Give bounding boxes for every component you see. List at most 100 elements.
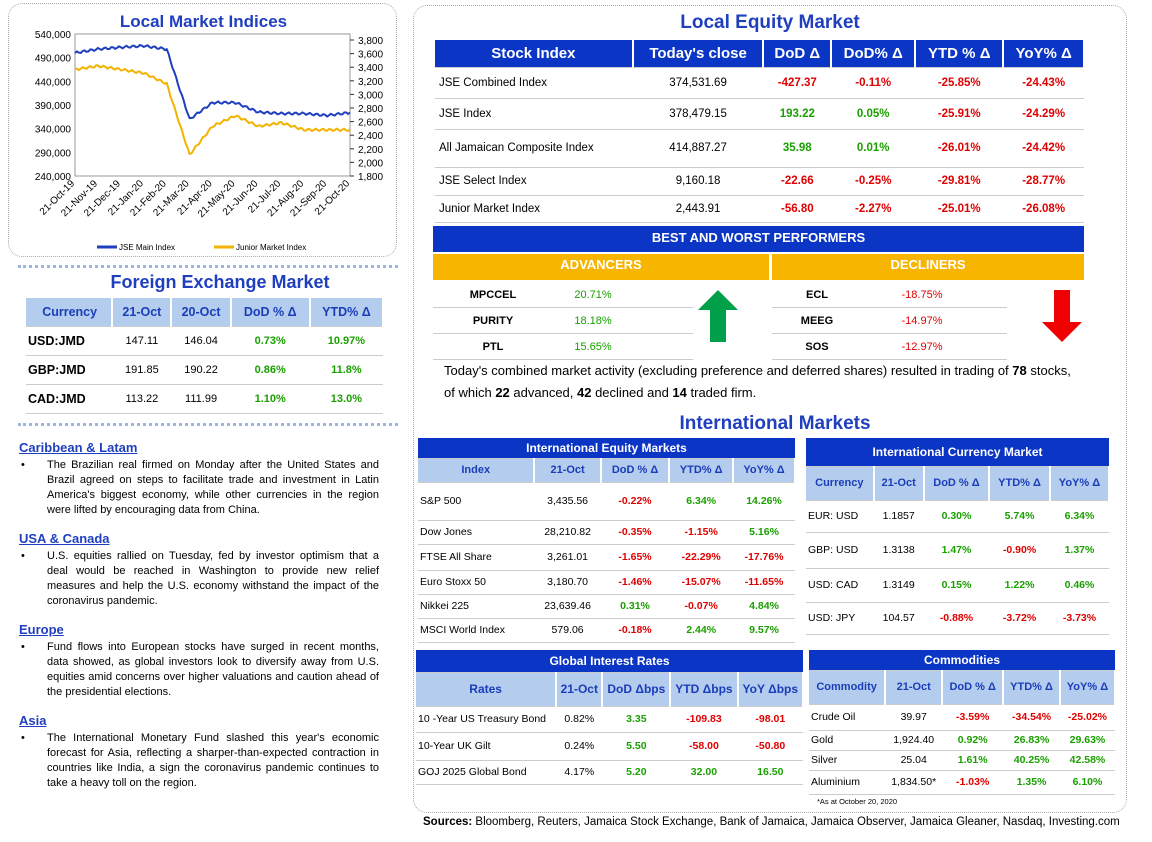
news-item: U.S. equities rallied on Tuesday, fed by… [19,549,379,609]
ieq-cell: -15.07% [669,570,734,595]
equity-cell: -24.42% [1003,129,1084,168]
rates-cell: -98.01 [737,706,803,733]
intl-equity-table: International Equity Markets Index 21-Oct D… [418,438,796,643]
news-heading[interactable]: Europe [19,622,64,637]
equity-header: YoY% Δ [1003,40,1085,68]
ieq-cell: MSCI World Index [418,618,535,643]
equity-row: JSE Combined Index 374,531.69 -427.37 -0.11… [435,67,1084,99]
market-activity-text: Today's combined market activity (exclud… [444,363,1071,400]
news-heading[interactable]: USA & Canada [19,531,110,546]
fx-cell: 0.86% [230,355,310,385]
icur-row: USD: CAD 1.3149 0.15% 1.22% 0.46% [806,568,1109,603]
icur-header: YTD% Δ [989,466,1051,501]
ieq-cell: -0.07% [669,594,734,619]
comm-header: DoD % Δ [942,670,1005,705]
right-tick-label: 1,800 [358,172,383,183]
comm-row: Aluminium 1,834.50* -1.03% 1.35% 6.10% [809,770,1115,795]
series-line-1 [74,64,351,156]
rates-cell: 16.50 [737,760,803,785]
performer-row: SOS -12.97% [772,334,1007,360]
rates-row: GOJ 2025 Global Bond 4.17% 5.20 32.00 16.50 [416,760,803,785]
ieq-cell: Dow Jones [418,520,535,545]
rates-header: DoD Δbps [602,672,672,707]
equity-cell: 35.98 [763,129,832,168]
icur-header: DoD % Δ [923,466,991,501]
comm-row: Silver 25.04 1.61% 40.25% 42.58% [809,750,1115,771]
comm-cell: 40.25% [1003,750,1060,771]
rates-header: 21-Oct [556,672,604,707]
right-tick-label: 2,800 [358,104,383,115]
ieq-cell: 23,639.46 [534,594,601,619]
fx-cell: 10.97% [309,326,383,356]
icur-cell: 1.3149 [873,568,924,603]
ieq-cell: -11.65% [733,570,795,595]
performer-row: PTL 15.65% [433,334,693,360]
icur-cell: -3.72% [989,602,1050,635]
chart-title: Local Market Indices [119,12,288,31]
comm-title: Commodities [809,650,1115,671]
equity-cell: -26.08% [1003,195,1084,223]
fx-header: DoD % Δ [230,298,311,327]
news-heading[interactable]: Asia [19,713,47,728]
left-tick-label: 290,000 [35,148,72,159]
ieq-cell: S&P 500 [418,482,535,521]
equity-cell: JSE Select Index [435,167,633,196]
ieq-cell: 2.44% [669,618,734,643]
left-tick-label: 490,000 [35,54,72,65]
equity-cell: -28.77% [1003,167,1084,196]
performer-change: 15.65% [574,340,612,353]
rates-header: Rates [416,672,558,707]
comm-cell: -34.54% [1003,704,1060,731]
equity-cell: 414,887.27 [632,129,764,168]
fx-cell: 111.99 [171,384,231,414]
right-tick-label: 2,200 [358,145,383,156]
left-tick-label: 390,000 [35,101,72,112]
icur-cell: USD: JPY [806,602,874,635]
left-tick-label: 340,000 [35,125,72,136]
chart-panel: Local Market Indices 540,000 490,000 440,0… [8,3,397,257]
icur-cell: -0.88% [923,602,990,635]
right-tick-label: 2,400 [358,131,383,142]
performers-title: BEST AND WORST PERFORMERS [433,226,1084,252]
intl-title: International Markets [679,413,871,434]
comm-cell: Silver [809,750,886,771]
news-heading[interactable]: Caribbean & Latam [19,440,138,455]
intl-currency-table: International Currency Market Currency 21-… [806,438,1111,635]
comm-cell: 39.97 [885,704,943,731]
ieq-cell: -0.35% [600,520,670,545]
fx-cell: 147.11 [112,326,172,356]
equity-cell: 193.22 [763,98,832,130]
equity-cell: Junior Market Index [435,195,633,223]
fx-header: Currency [26,298,114,327]
news-item: Fund flows into European stocks have sur… [19,640,379,700]
performer-change: -18.75% [901,288,943,301]
comm-cell: Gold [809,730,886,751]
comm-header: YoY% Δ [1059,670,1117,705]
interest-rates-table: Global Interest Rates Rates 21-Oct DoD Δbps… [416,650,805,785]
ieq-header: YoY% Δ [733,458,796,483]
equity-header: DoD Δ [763,40,833,68]
rates-cell: 10 -Year US Treasury Bond [416,706,557,733]
icur-cell: 0.15% [923,568,990,603]
legend-main-label: JSE Main Index [119,243,175,252]
fx-title: Foreign Exchange Market [110,272,330,292]
icur-row: EUR: USD 1.1857 0.30% 5.74% 6.34% [806,500,1109,533]
equity-cell: JSE Combined Index [435,67,633,99]
right-tick-label: 2,000 [358,158,383,169]
equity-cell: JSE Index [435,98,633,130]
performer-symbol: MEEG [800,314,834,327]
rates-header: YoY Δbps [737,672,805,707]
decliners-header: DECLINERS [772,254,1084,280]
ieq-header: DoD % Δ [600,458,671,483]
comm-cell: 1,834.50* [885,770,943,795]
comm-header: 21-Oct [885,670,944,705]
plot-area [74,33,351,177]
ieq-header: Index [418,458,536,483]
ieq-row: Nikkei 225 23,639.46 0.31% -0.07% 4.84% [418,594,795,619]
equity-cell: All Jamaican Composite Index [435,129,633,168]
icur-cell: 6.34% [1049,500,1109,533]
icur-cell: 1.47% [923,532,990,569]
left-tick-label: 440,000 [35,77,72,88]
icur-cell: 104.57 [873,602,924,635]
